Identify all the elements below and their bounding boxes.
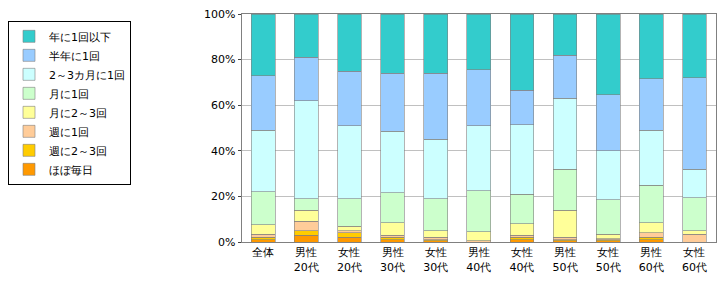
- svg-text:40%: 40%: [211, 145, 235, 158]
- svg-text:月に1回: 月に1回: [49, 88, 89, 101]
- svg-text:80%: 80%: [211, 53, 235, 66]
- svg-text:0%: 0%: [218, 236, 235, 249]
- svg-text:女性40代: 女性40代: [509, 246, 534, 273]
- svg-text:男性50代: 男性50代: [553, 246, 578, 273]
- svg-text:月に2～3回: 月に2～3回: [49, 107, 107, 120]
- svg-text:60%: 60%: [211, 99, 235, 112]
- svg-text:100%: 100%: [204, 8, 235, 21]
- svg-text:2～3カ月に1回: 2～3カ月に1回: [49, 69, 125, 82]
- svg-text:20%: 20%: [211, 190, 235, 203]
- svg-text:週に2～3回: 週に2～3回: [49, 145, 107, 158]
- svg-text:週に1回: 週に1回: [49, 126, 89, 139]
- svg-text:半年に1回: 半年に1回: [49, 50, 100, 63]
- svg-text:女性50代: 女性50代: [596, 246, 621, 273]
- svg-text:女性30代: 女性30代: [423, 246, 448, 273]
- svg-text:男性20代: 男性20代: [294, 246, 319, 273]
- svg-text:女性20代: 女性20代: [337, 246, 362, 273]
- svg-text:ほぼ毎日: ほぼ毎日: [49, 164, 93, 177]
- svg-text:男性60代: 男性60代: [639, 246, 664, 273]
- svg-text:年に1回以下: 年に1回以下: [49, 31, 111, 44]
- svg-text:男性30代: 男性30代: [380, 246, 405, 273]
- svg-text:全体: 全体: [252, 246, 274, 259]
- svg-text:女性60代: 女性60代: [682, 246, 707, 273]
- svg-text:男性40代: 男性40代: [466, 246, 491, 273]
